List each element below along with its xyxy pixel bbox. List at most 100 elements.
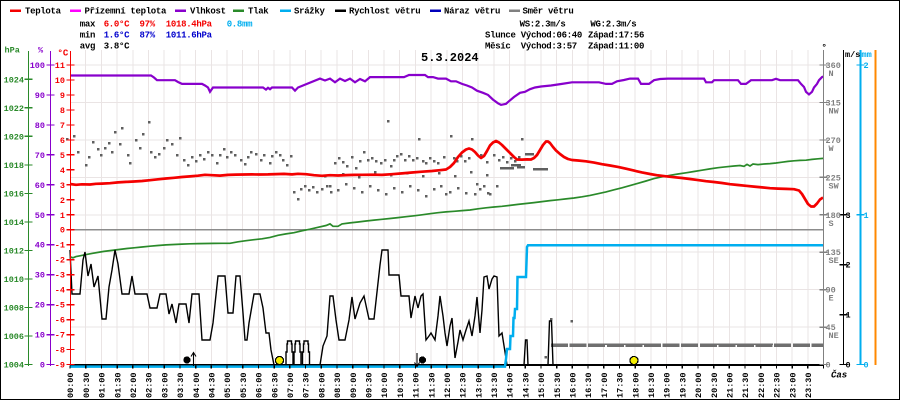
svg-text:19:30: 19:30: [678, 372, 688, 398]
svg-text:06:00: 06:00: [255, 372, 265, 398]
svg-text:Slunce: Slunce: [485, 31, 516, 41]
svg-text:1018: 1018: [4, 161, 24, 171]
svg-text:°C: °C: [58, 49, 69, 59]
svg-text:%: %: [38, 46, 44, 56]
svg-text:Východ:3:57: Východ:3:57: [521, 42, 577, 52]
svg-text:16:00: 16:00: [569, 372, 579, 398]
svg-text:22:30: 22:30: [773, 372, 783, 398]
svg-text:SE: SE: [829, 256, 839, 266]
svg-text:-6: -6: [55, 316, 65, 326]
svg-text:12:00: 12:00: [443, 372, 453, 398]
svg-text:60: 60: [35, 181, 45, 191]
svg-text:09:00: 09:00: [349, 372, 359, 398]
svg-text:6.0°C: 6.0°C: [104, 20, 130, 30]
svg-text:N: N: [829, 69, 834, 79]
svg-text:1004: 1004: [4, 361, 24, 371]
svg-text:87%: 87%: [140, 31, 156, 41]
svg-text:0: 0: [40, 361, 45, 371]
svg-text:°: °: [822, 43, 827, 53]
svg-text:10: 10: [35, 331, 45, 341]
svg-text:1016: 1016: [4, 189, 24, 199]
svg-text:11:00: 11:00: [412, 372, 422, 398]
svg-text:1020: 1020: [4, 132, 24, 142]
svg-text:90: 90: [35, 91, 45, 101]
svg-text:11: 11: [55, 61, 65, 71]
svg-text:Vlhkost: Vlhkost: [190, 7, 226, 17]
svg-text:21:30: 21:30: [741, 372, 751, 398]
svg-text:01:30: 01:30: [113, 372, 123, 398]
svg-text:23:30: 23:30: [804, 372, 814, 398]
svg-text:09:30: 09:30: [365, 372, 375, 398]
svg-text:-8: -8: [55, 346, 65, 356]
svg-text:12:30: 12:30: [459, 372, 469, 398]
svg-text:15:30: 15:30: [553, 372, 563, 398]
svg-text:18:30: 18:30: [647, 372, 657, 398]
svg-text:1: 1: [60, 211, 65, 221]
svg-text:06:30: 06:30: [270, 372, 280, 398]
svg-text:-4: -4: [55, 286, 65, 296]
svg-text:11:30: 11:30: [427, 372, 437, 398]
svg-text:3: 3: [846, 211, 851, 221]
svg-text:max: max: [80, 20, 96, 30]
svg-text:Západ:17:56: Západ:17:56: [588, 31, 644, 41]
svg-text:NE: NE: [829, 331, 839, 341]
svg-text:S: S: [829, 219, 834, 229]
svg-text:Západ:11:00: Západ:11:00: [588, 42, 644, 52]
svg-text:6: 6: [60, 136, 65, 146]
svg-text:Přízemní teplota: Přízemní teplota: [85, 7, 168, 17]
svg-text:0: 0: [826, 361, 831, 371]
svg-text:1006: 1006: [4, 332, 24, 342]
svg-text:20:30: 20:30: [710, 372, 720, 398]
svg-text:19:00: 19:00: [663, 372, 673, 398]
svg-text:100: 100: [30, 61, 45, 71]
svg-text:Čas: Čas: [831, 370, 847, 381]
svg-text:m/s: m/s: [845, 50, 860, 60]
svg-text:10:30: 10:30: [396, 372, 406, 398]
svg-text:30: 30: [35, 271, 45, 281]
svg-text:Teplota: Teplota: [25, 7, 62, 17]
svg-text:97%: 97%: [140, 20, 156, 30]
svg-text:0: 0: [846, 361, 851, 371]
svg-text:01:00: 01:00: [98, 372, 108, 398]
svg-text:360: 360: [826, 61, 841, 71]
svg-text:NW: NW: [829, 106, 840, 116]
svg-text:40: 40: [35, 241, 45, 251]
svg-text:0: 0: [864, 361, 869, 371]
svg-text:07:00: 07:00: [286, 372, 296, 398]
svg-text:1: 1: [846, 311, 851, 321]
svg-text:22:00: 22:00: [757, 372, 767, 398]
svg-text:15:00: 15:00: [537, 372, 547, 398]
svg-text:225: 225: [826, 173, 841, 183]
svg-text:1012: 1012: [4, 246, 24, 256]
svg-text:1010: 1010: [4, 275, 24, 285]
svg-text:05:00: 05:00: [223, 372, 233, 398]
svg-text:-5: -5: [55, 301, 65, 311]
svg-text:8: 8: [60, 106, 65, 116]
svg-text:90: 90: [826, 286, 836, 296]
svg-text:Tlak: Tlak: [248, 7, 269, 17]
svg-text:9: 9: [60, 91, 65, 101]
svg-text:mm: mm: [862, 50, 872, 60]
svg-text:04:00: 04:00: [192, 372, 202, 398]
svg-text:315: 315: [826, 98, 841, 108]
svg-text:270: 270: [826, 136, 841, 146]
svg-text:13:00: 13:00: [474, 372, 484, 398]
svg-text:3: 3: [60, 181, 65, 191]
svg-text:04:30: 04:30: [208, 372, 218, 398]
svg-text:1008: 1008: [4, 304, 24, 314]
svg-text:0.8mm: 0.8mm: [227, 20, 253, 30]
svg-text:hPa: hPa: [5, 46, 20, 56]
svg-text:1.6°C: 1.6°C: [104, 31, 130, 41]
svg-text:E: E: [829, 294, 834, 304]
svg-text:45: 45: [826, 323, 836, 333]
svg-text:1: 1: [864, 211, 869, 221]
svg-text:WG:2.3m/s: WG:2.3m/s: [590, 20, 636, 30]
svg-text:5: 5: [60, 151, 65, 161]
svg-text:180: 180: [826, 211, 841, 221]
svg-text:13:30: 13:30: [490, 372, 500, 398]
svg-text:80: 80: [35, 121, 45, 131]
svg-text:20: 20: [35, 301, 45, 311]
svg-text:5.3.2024: 5.3.2024: [421, 51, 479, 65]
svg-text:00:30: 00:30: [82, 372, 92, 398]
svg-text:1011.6hPa: 1011.6hPa: [166, 31, 213, 41]
